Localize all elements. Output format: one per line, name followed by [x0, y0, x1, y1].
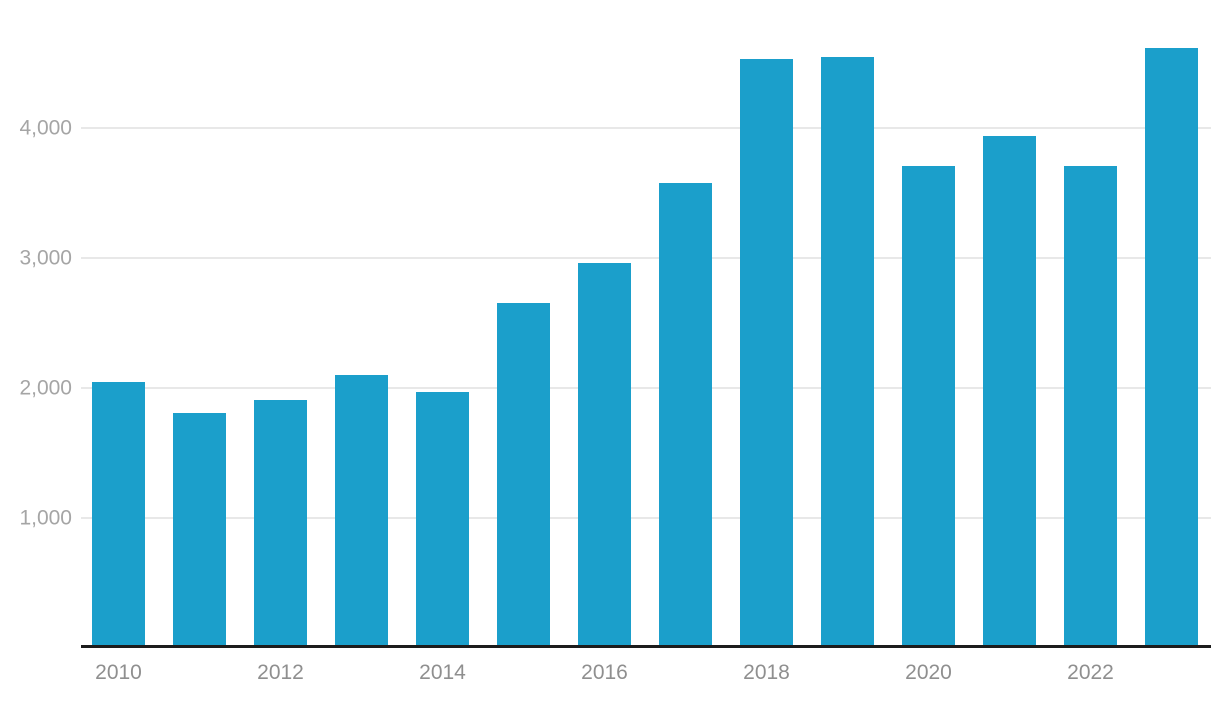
x-axis-tick-label: 2022 [1067, 661, 1114, 684]
bar-2018 [740, 59, 793, 648]
bar-2017 [659, 182, 712, 648]
x-axis-tick-label: 2018 [743, 661, 790, 684]
y-axis-tick-label: 2,000 [19, 376, 72, 400]
bar-2015 [497, 302, 550, 648]
bar-2016 [578, 263, 631, 648]
x-axis-tick-label: 2012 [257, 661, 304, 684]
bar-2014 [416, 391, 469, 648]
y-axis-tick-label: 3,000 [19, 246, 72, 270]
bar-2010 [92, 381, 145, 648]
x-axis-line [81, 645, 1211, 648]
y-gridline [81, 517, 1211, 519]
y-axis-tick-label: 4,000 [19, 116, 72, 140]
bar-2012 [254, 399, 307, 648]
bar-2019 [821, 57, 874, 648]
bar-2011 [173, 412, 226, 648]
y-gridline [81, 387, 1211, 389]
bar-2023 [1145, 48, 1198, 648]
bar-2020 [902, 165, 955, 648]
x-axis-tick-label: 2010 [95, 661, 142, 684]
y-gridline [81, 257, 1211, 259]
x-axis-tick-label: 2016 [581, 661, 628, 684]
y-axis-tick-label: 1,000 [19, 506, 72, 530]
y-gridline [81, 127, 1211, 129]
x-axis-tick-label: 2020 [905, 661, 952, 684]
bar-2021 [983, 136, 1036, 648]
bar-2022 [1064, 165, 1117, 648]
bar-2013 [335, 375, 388, 648]
x-axis-tick-label: 2014 [419, 661, 466, 684]
